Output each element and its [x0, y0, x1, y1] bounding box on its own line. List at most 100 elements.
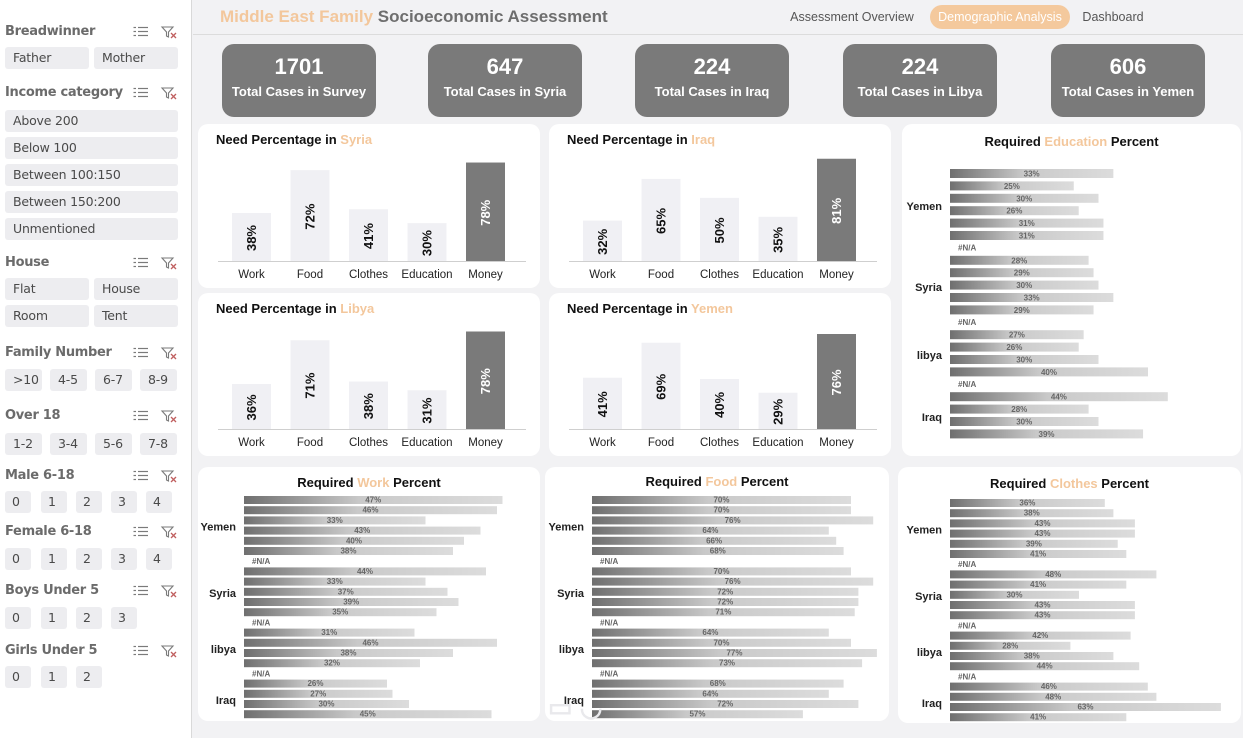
- bar-education[interactable]: [758, 216, 798, 261]
- hbar[interactable]: [950, 231, 1104, 240]
- hbar[interactable]: [244, 587, 448, 596]
- multi-select-icon[interactable]: [133, 645, 149, 656]
- hbar[interactable]: [592, 516, 874, 525]
- hbar[interactable]: [244, 598, 459, 606]
- slicer-option[interactable]: 8-9: [140, 369, 177, 391]
- multi-select-icon[interactable]: [133, 410, 149, 421]
- clear-filter-icon[interactable]: [160, 585, 177, 598]
- hbar[interactable]: [950, 601, 1135, 609]
- slicer-option[interactable]: Unmentioned: [5, 218, 178, 240]
- slicer-option[interactable]: 0: [5, 607, 31, 629]
- bar-education[interactable]: [407, 223, 447, 261]
- hbar[interactable]: [950, 509, 1114, 518]
- nav-assessment-overview[interactable]: Assessment Overview: [790, 10, 914, 24]
- hbar[interactable]: [950, 305, 1094, 315]
- hbar[interactable]: [244, 659, 420, 668]
- hbar[interactable]: [592, 526, 829, 535]
- clear-filter-icon[interactable]: [160, 26, 177, 39]
- hbar[interactable]: [950, 404, 1089, 414]
- hbar[interactable]: [592, 638, 851, 647]
- bar-food[interactable]: [641, 342, 681, 429]
- hbar[interactable]: [244, 608, 437, 617]
- slicer-option[interactable]: Father: [5, 47, 89, 69]
- hbar[interactable]: [950, 169, 1114, 178]
- hbar[interactable]: [950, 529, 1135, 538]
- slicer-option[interactable]: Mother: [94, 47, 178, 69]
- bar-work[interactable]: [232, 384, 271, 429]
- bar-clothes[interactable]: [349, 209, 388, 261]
- hbar[interactable]: [950, 550, 1127, 558]
- bar-food[interactable]: [290, 340, 330, 429]
- hbar[interactable]: [950, 590, 1079, 599]
- bar-work[interactable]: [583, 220, 622, 261]
- slicer-option[interactable]: Below 100: [5, 137, 178, 159]
- hbar[interactable]: [950, 218, 1104, 228]
- hbar[interactable]: [950, 293, 1114, 302]
- hbar[interactable]: [592, 577, 874, 586]
- hbar[interactable]: [592, 700, 859, 708]
- bar-education[interactable]: [758, 392, 798, 429]
- slicer-option[interactable]: 5-6: [95, 433, 132, 455]
- hbar[interactable]: [950, 429, 1144, 439]
- hbar[interactable]: [950, 268, 1094, 278]
- hbar[interactable]: [244, 649, 453, 657]
- hbar[interactable]: [950, 570, 1157, 579]
- hbar[interactable]: [950, 355, 1099, 364]
- slicer-option[interactable]: 0: [5, 666, 31, 688]
- hbar[interactable]: [950, 206, 1079, 216]
- hbar[interactable]: [950, 652, 1114, 660]
- hbar[interactable]: [244, 689, 393, 698]
- multi-select-icon[interactable]: [133, 257, 149, 268]
- hbar[interactable]: [950, 330, 1084, 340]
- clear-filter-icon[interactable]: [160, 257, 177, 270]
- multi-select-icon[interactable]: [133, 347, 149, 358]
- hbar[interactable]: [592, 628, 829, 637]
- hbar[interactable]: [244, 536, 464, 545]
- slicer-option[interactable]: 4: [146, 491, 172, 513]
- bar-food[interactable]: [290, 170, 330, 261]
- hbar[interactable]: [950, 181, 1074, 191]
- hbar[interactable]: [244, 506, 497, 515]
- hbar[interactable]: [592, 649, 877, 657]
- slicer-option[interactable]: 1: [41, 491, 67, 513]
- multi-select-icon[interactable]: [133, 26, 149, 37]
- slicer-option[interactable]: >10: [5, 369, 42, 391]
- hbar[interactable]: [244, 567, 486, 576]
- hbar[interactable]: [950, 580, 1127, 589]
- bar-money[interactable]: [817, 158, 856, 261]
- hbar[interactable]: [244, 496, 503, 504]
- hbar[interactable]: [244, 516, 426, 525]
- hbar[interactable]: [950, 499, 1105, 507]
- slicer-option[interactable]: 1: [41, 548, 67, 570]
- slicer-option[interactable]: 1-2: [5, 433, 42, 455]
- hbar[interactable]: [244, 547, 453, 555]
- slicer-option[interactable]: 6-7: [95, 369, 132, 391]
- slicer-option[interactable]: 7-8: [140, 433, 177, 455]
- hbar[interactable]: [592, 659, 863, 668]
- hbar[interactable]: [244, 628, 415, 637]
- hbar[interactable]: [244, 526, 481, 535]
- hbar[interactable]: [950, 682, 1148, 691]
- slicer-option[interactable]: Flat: [5, 278, 89, 300]
- hbar[interactable]: [950, 255, 1089, 265]
- hbar[interactable]: [592, 598, 859, 606]
- hbar[interactable]: [592, 689, 829, 698]
- hbar[interactable]: [950, 631, 1131, 640]
- multi-select-icon[interactable]: [133, 526, 149, 537]
- hbar[interactable]: [950, 641, 1071, 650]
- hbar[interactable]: [244, 577, 426, 586]
- hbar[interactable]: [950, 703, 1221, 711]
- hbar[interactable]: [950, 392, 1168, 402]
- slicer-option[interactable]: 4-5: [50, 369, 87, 391]
- slicer-option[interactable]: 2: [76, 607, 102, 629]
- hbar[interactable]: [950, 713, 1127, 722]
- hbar[interactable]: [592, 547, 844, 555]
- bar-money[interactable]: [466, 162, 505, 261]
- hbar[interactable]: [592, 608, 855, 617]
- slicer-option[interactable]: Room: [5, 305, 89, 327]
- bar-work[interactable]: [583, 377, 622, 429]
- bar-clothes[interactable]: [700, 197, 739, 261]
- hbar[interactable]: [950, 367, 1148, 377]
- hbar[interactable]: [592, 710, 803, 719]
- bar-work[interactable]: [232, 213, 271, 261]
